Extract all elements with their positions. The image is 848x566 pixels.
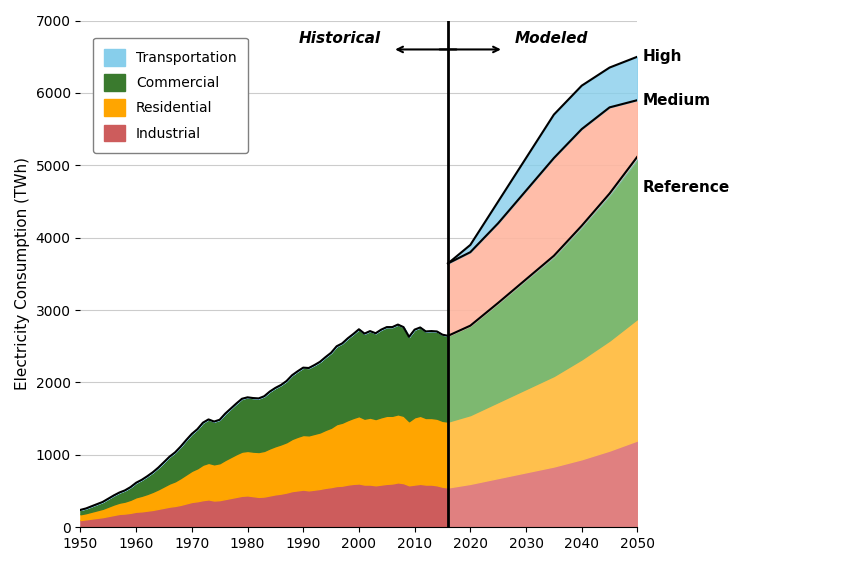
Text: Modeled: Modeled	[515, 31, 589, 46]
Y-axis label: Electricity Consumption (TWh): Electricity Consumption (TWh)	[15, 157, 30, 391]
Text: Historical: Historical	[299, 31, 382, 46]
Text: High: High	[643, 49, 683, 64]
Text: Reference: Reference	[643, 179, 730, 195]
Legend: Transportation, Commercial, Residential, Industrial: Transportation, Commercial, Residential,…	[93, 37, 248, 153]
Text: Medium: Medium	[643, 93, 711, 108]
